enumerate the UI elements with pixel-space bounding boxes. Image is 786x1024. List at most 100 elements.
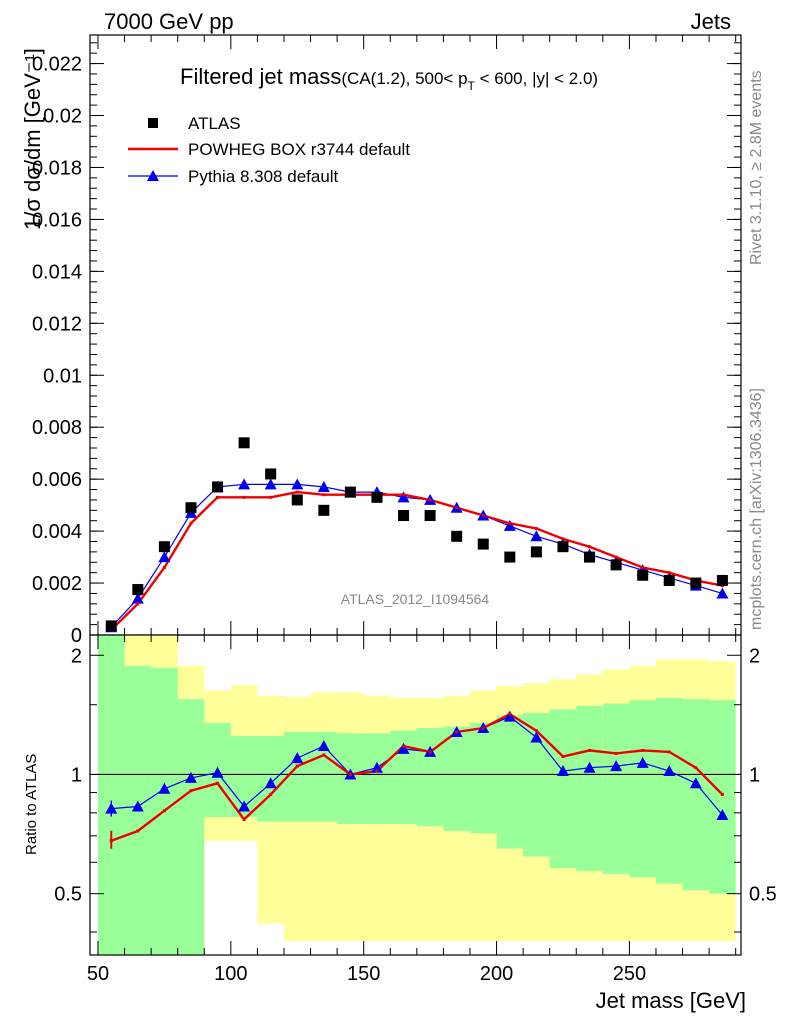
atlas-point — [371, 491, 383, 503]
ratio-pythia-point — [530, 731, 543, 743]
ratio-powheg-point — [667, 750, 671, 754]
powheg-point — [641, 565, 645, 569]
ratio-powheg-point — [588, 748, 592, 752]
ratio-band-inner — [496, 715, 524, 849]
chart-title: Filtered jet mass(CA(1.2), 500< pT < 600… — [180, 64, 598, 93]
pythia-point — [131, 592, 144, 604]
header-right-label: Jets — [691, 9, 731, 34]
powheg-point — [508, 521, 512, 525]
ratio-pythia-point — [131, 800, 144, 812]
chart-title-sub: (CA(1.2), 500< p — [341, 69, 467, 88]
atlas-point — [584, 551, 596, 563]
ratio-pythia-point — [370, 761, 383, 773]
atlas-point — [637, 569, 649, 581]
ratio-pythia-point — [583, 761, 596, 773]
ratio-band-inner — [443, 726, 470, 831]
mcplots-label: mcplots.cern.ch [arXiv:1306.3436] — [748, 388, 765, 630]
powheg-point — [242, 495, 246, 499]
pythia-point — [291, 478, 304, 490]
ratio-pythia-point — [291, 752, 304, 764]
ratio-powheg-point — [694, 766, 698, 770]
chart-title-pt-subscript: T — [468, 79, 476, 93]
atlas-point — [451, 530, 463, 542]
ratio-line-pythia — [111, 715, 723, 816]
ratio-pythia-point — [503, 710, 516, 722]
powheg-point — [561, 537, 565, 541]
ratio-powheg-point — [402, 744, 406, 748]
ratio-pythia-point — [317, 739, 330, 751]
powheg-point — [588, 545, 592, 549]
ratio-powheg-point — [216, 781, 220, 785]
ratio-y-tick-label-right: 0.5 — [749, 884, 777, 906]
atlas-point — [105, 620, 117, 632]
atlas-point — [690, 577, 702, 589]
powheg-point — [216, 495, 220, 499]
ratio-band-inner — [363, 733, 391, 824]
ratio-band-inner — [177, 699, 205, 955]
ratio-powheg-point — [375, 769, 379, 773]
atlas-point — [610, 559, 622, 571]
ratio-powheg-point — [720, 792, 724, 796]
ratio-band-inner — [97, 635, 125, 955]
ratio-powheg-point — [455, 730, 459, 734]
atlas-point — [265, 468, 277, 480]
pythia-point — [264, 478, 277, 490]
atlas-point — [477, 538, 489, 550]
ratio-pythia-point — [211, 766, 224, 778]
powheg-point — [162, 565, 166, 569]
ratio-powheg-point — [242, 817, 246, 821]
atlas-point — [238, 437, 250, 449]
powheg-point — [455, 506, 459, 510]
legend-label-atlas: ATLAS — [188, 114, 241, 133]
x-tick-label: 200 — [480, 963, 513, 985]
atlas-point — [185, 502, 197, 514]
ratio-pythia-point — [716, 808, 729, 820]
powheg-point — [136, 602, 140, 606]
ratio-band-inner — [709, 700, 736, 894]
atlas-point — [424, 510, 436, 522]
main-y-tick-label: 0.004 — [32, 521, 82, 543]
ratio-plot-frame — [89, 634, 742, 956]
powheg-point — [295, 490, 299, 494]
ratio-band-inner — [469, 722, 497, 834]
ratio-y-axis-label: Ratio to ATLAS — [23, 754, 40, 855]
ratio-y-tick-label: 2 — [71, 645, 82, 667]
ratio-powheg-point — [641, 748, 645, 752]
powheg-point — [667, 571, 671, 575]
atlas-point — [557, 541, 569, 553]
ratio-powheg-point — [269, 792, 273, 796]
atlas-point — [716, 574, 728, 586]
ratio-band-inner — [549, 709, 577, 869]
ratio-y-tick-label-right: 1 — [749, 764, 760, 786]
ratio-pythia-point — [238, 800, 251, 812]
ratio-powheg-point — [561, 755, 565, 759]
main-y-tick-label: 0.02 — [43, 106, 82, 128]
pythia-point — [503, 519, 516, 531]
pythia-point — [530, 530, 543, 542]
atlas-point — [398, 510, 410, 522]
main-plot-panel: 0 0.002 0.004 0.006 0.008 0.01 0.012 0.014 0.016… — [20, 34, 742, 647]
ratio-band-inner — [416, 728, 444, 827]
ratio-powheg-point — [614, 751, 618, 755]
ratio-plot-panel: 0.5 0.5 1 1 2 2 50 100 150 200 250 Ratio to ATLAS… — [23, 634, 777, 1013]
powheg-point — [481, 514, 485, 518]
ratio-powheg-point — [136, 829, 140, 833]
atlas-point — [132, 584, 144, 596]
ratio-powheg-point — [162, 809, 166, 813]
header-left-label: 7000 GeV pp — [104, 9, 234, 34]
main-y-tick-label: 0.008 — [32, 417, 82, 439]
ratio-powheg-point — [534, 729, 538, 733]
ratio-powheg-point — [481, 726, 485, 730]
main-y-tick-label: 0 — [71, 625, 82, 647]
main-y-axis-label: 1/σ dσ/dm [GeV⁻¹] — [20, 48, 45, 230]
main-y-tick-label: 0.014 — [32, 261, 82, 283]
main-y-tick-label: 0.006 — [32, 469, 82, 491]
powheg-point — [428, 498, 432, 502]
main-y-tick-label: 0.018 — [32, 157, 82, 179]
ratio-powheg-point — [508, 712, 512, 716]
atlas-point — [318, 504, 330, 516]
analysis-watermark: ATLAS_2012_I1094564 — [341, 591, 490, 607]
x-tick-label: 50 — [87, 963, 109, 985]
atlas-point — [663, 574, 675, 586]
main-y-tick-label: 0.002 — [32, 573, 82, 595]
